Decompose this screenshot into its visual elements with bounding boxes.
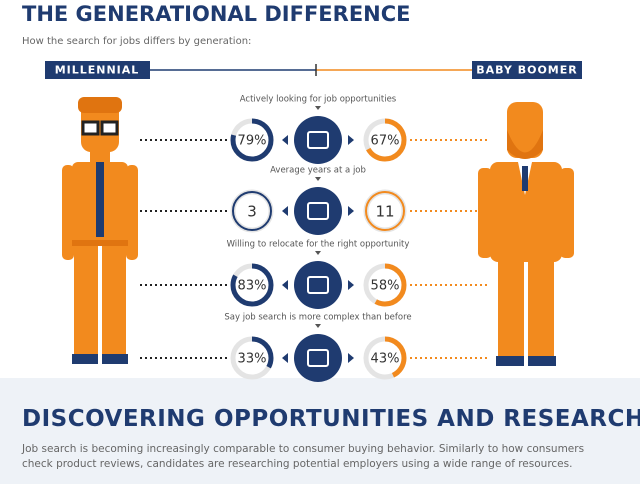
arrow (348, 135, 354, 145)
arrow (348, 206, 354, 216)
arrow (282, 206, 288, 216)
gauge-arc (363, 263, 407, 307)
footer-band (0, 378, 640, 484)
pointer (315, 324, 321, 328)
boomer-figure (478, 102, 574, 366)
icon-circle (294, 334, 342, 382)
subtitle: How the search for jobs differs by gener… (22, 36, 251, 47)
arrow (282, 353, 288, 363)
row-label: Willing to relocate for the right opport… (227, 240, 410, 250)
gen-box (45, 61, 150, 79)
gauge-arc (230, 263, 274, 307)
gen-box (472, 61, 582, 79)
gen-label: MILLENNIAL (55, 64, 140, 77)
row-label: Average years at a job (270, 166, 366, 176)
arrow (282, 135, 288, 145)
footer-title: DISCOVERING OPPORTUNITIES AND RESEARCH (22, 406, 640, 432)
ring (365, 191, 405, 231)
icon (307, 349, 329, 367)
arrow (282, 280, 288, 290)
pointer (315, 177, 321, 181)
icon (307, 131, 329, 149)
icon-circle (294, 261, 342, 309)
gauge-arc (230, 118, 274, 162)
pointer (315, 251, 321, 255)
gauge-label: 43% (371, 352, 400, 367)
value-label: 11 (375, 203, 394, 221)
value-label: 3 (247, 203, 257, 221)
gauge-arc (230, 336, 274, 380)
icon (307, 276, 329, 294)
gauge-arc (363, 336, 407, 380)
ring (232, 191, 272, 231)
icon-circle (294, 116, 342, 164)
gauge-label: 58% (371, 279, 400, 294)
icon-circle (294, 187, 342, 235)
gauge-label: 67% (371, 134, 400, 149)
footer-text: Job search is becoming increasingly comp… (22, 443, 585, 470)
row-label: Actively looking for job opportunities (240, 95, 397, 105)
title: THE GENERATIONAL DIFFERENCE (22, 2, 411, 26)
gauge-label: 83% (238, 279, 267, 294)
arrow (348, 353, 354, 363)
millennial-figure (62, 97, 138, 364)
gen-label: BABY BOOMER (476, 64, 578, 77)
row-label: Say job search is more complex than befo… (224, 313, 411, 323)
icon (307, 202, 329, 220)
gauge-arc (363, 118, 407, 162)
arrow (348, 280, 354, 290)
gauge-label: 33% (238, 352, 267, 367)
pointer (315, 106, 321, 110)
gauge-label: 79% (238, 134, 267, 149)
